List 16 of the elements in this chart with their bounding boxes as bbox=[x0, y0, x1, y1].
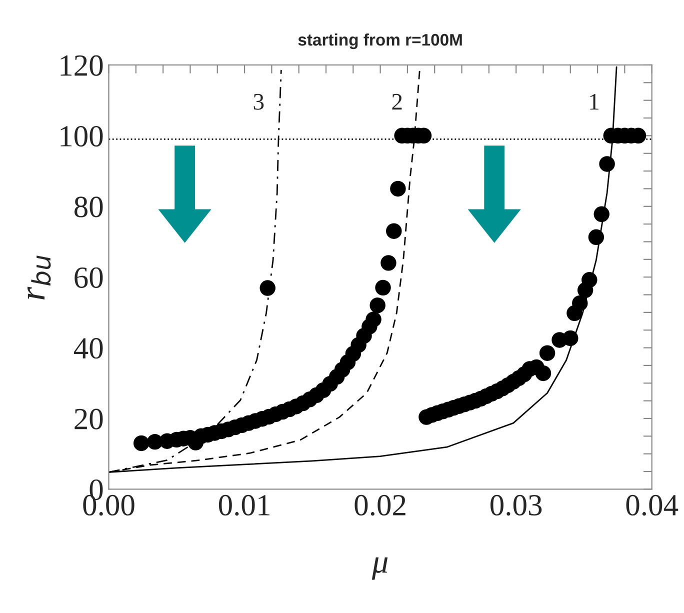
annotation: 1 bbox=[590, 94, 598, 110]
y-tick-label: 80 bbox=[74, 196, 103, 218]
y-axis-title: r$_{bu}$ bbox=[27, 256, 51, 300]
annotation: 2 bbox=[392, 94, 402, 110]
chart-title: starting from r=100M bbox=[298, 33, 462, 50]
y-tick-label: 40 bbox=[74, 338, 103, 359]
x-tick-label: 0.03 bbox=[490, 494, 542, 516]
annotation: 3 bbox=[254, 94, 264, 110]
x-tick-label: 0.01 bbox=[218, 494, 270, 516]
y-tick-label: 60 bbox=[74, 267, 103, 288]
x-axis-title: μ bbox=[372, 557, 388, 580]
x-tick-label: 0.04 bbox=[626, 494, 678, 516]
x-tick-label: 0.02 bbox=[354, 494, 406, 516]
y-tick-label: 100 bbox=[60, 126, 103, 147]
y-tick-label: 20 bbox=[74, 408, 103, 430]
y-tick-label: 120 bbox=[60, 55, 103, 76]
